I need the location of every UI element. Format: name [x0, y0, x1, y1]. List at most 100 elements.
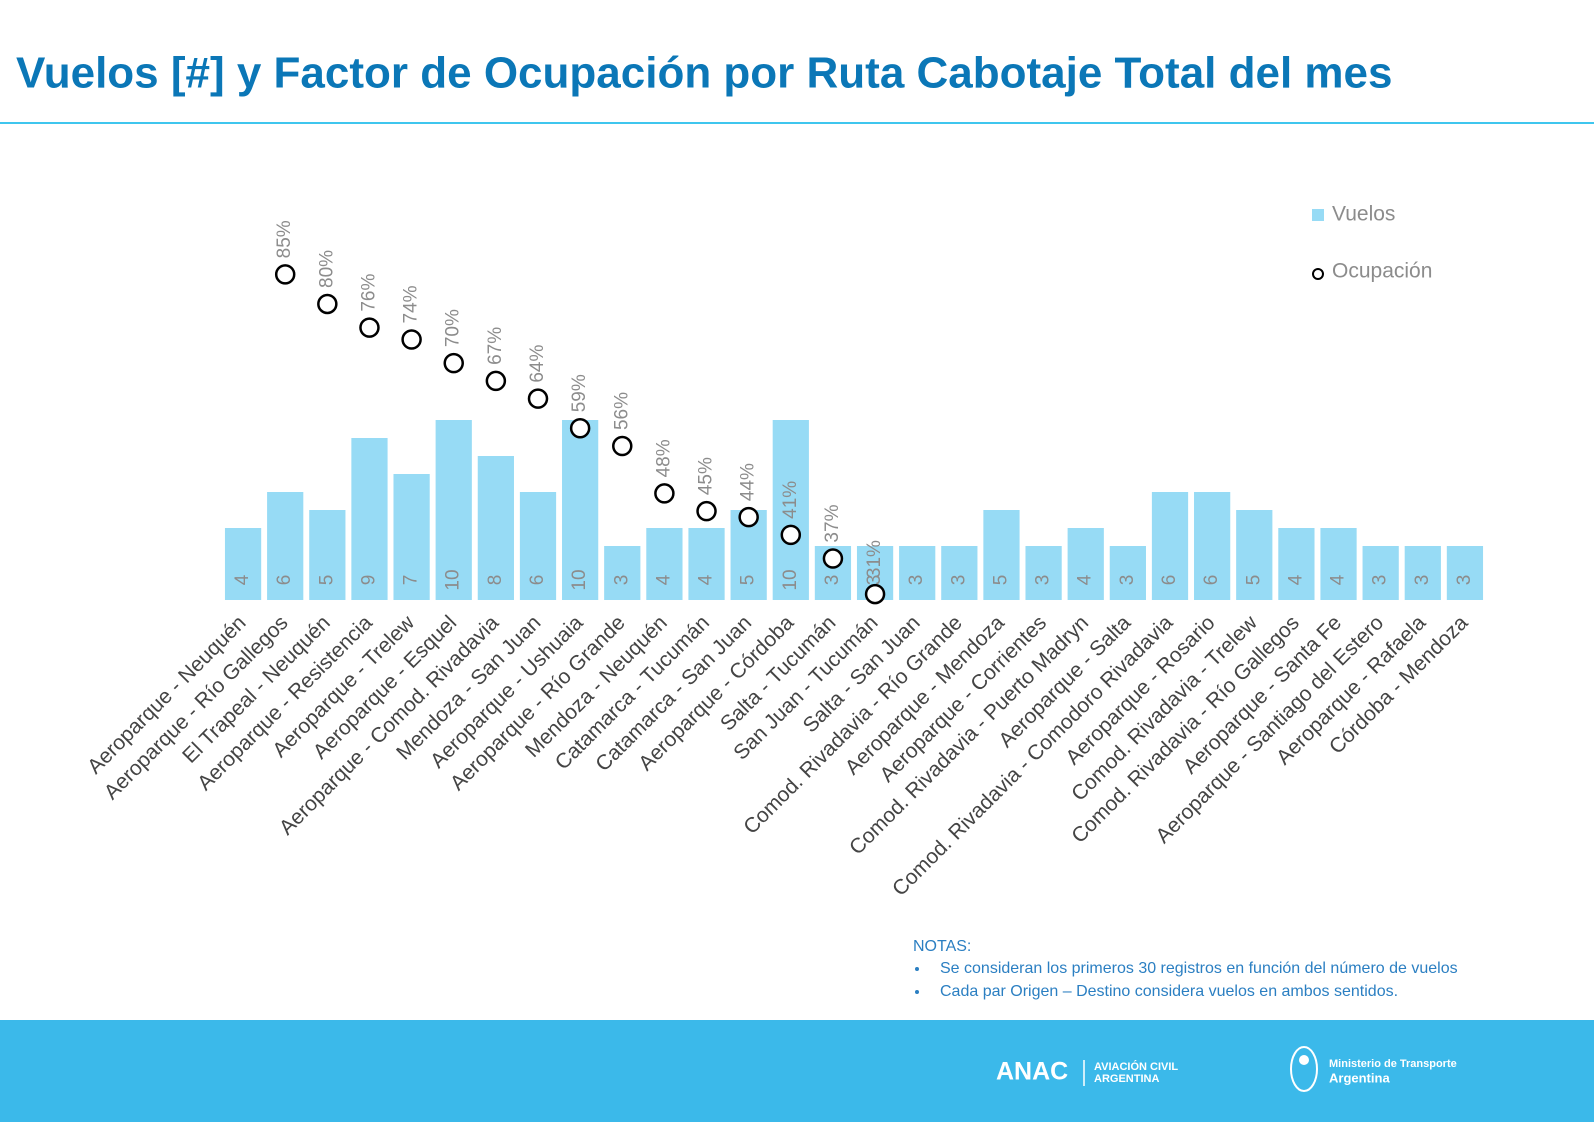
bar: [899, 546, 936, 600]
bar-label: 8: [485, 575, 506, 586]
bar: [1025, 546, 1062, 600]
bar: [1151, 492, 1189, 600]
point-label: 59%: [569, 374, 590, 412]
bar-label: 4: [696, 574, 717, 585]
point-label: 41%: [780, 481, 801, 519]
chart-title: Vuelos [#] y Factor de Ocupación por Rut…: [16, 49, 1392, 98]
bar-label: 3: [1370, 575, 1391, 586]
bar-label: 3: [1454, 575, 1475, 586]
bar: [688, 528, 725, 600]
point-label: 56%: [611, 392, 632, 430]
point-label: 44%: [738, 463, 759, 501]
bar-label: 4: [232, 574, 253, 585]
bar-label: 3: [1412, 575, 1433, 586]
bar-label: 5: [1243, 575, 1264, 586]
bar-label: 4: [653, 574, 674, 585]
emblem: [1290, 1046, 1318, 1092]
bar-label: 4: [1328, 574, 1349, 585]
point: [864, 583, 886, 605]
point-label: 76%: [358, 273, 379, 311]
legend-swatch: [1312, 209, 1324, 221]
point: [274, 264, 296, 285]
point: [359, 317, 380, 338]
footer-text: AVIACIÓN CIVIL: [1094, 1060, 1178, 1073]
point-label: 70%: [443, 309, 464, 347]
bar: [1320, 528, 1357, 600]
bullet: [915, 990, 919, 994]
point: [401, 329, 422, 350]
bar-label: 4: [1075, 574, 1096, 585]
bar: [1278, 528, 1315, 600]
bar-label: 3: [948, 575, 969, 586]
bar-label: 10: [569, 569, 590, 590]
bar-label: 7: [401, 575, 422, 586]
emblem: [1299, 1055, 1309, 1065]
legend-label: Ocupación: [1332, 260, 1432, 283]
point-label: 85%: [274, 220, 295, 258]
point-label: 74%: [401, 285, 422, 323]
bar-label: 3: [1117, 575, 1138, 586]
point: [738, 506, 759, 528]
bar: [519, 492, 557, 600]
point-label: 45%: [696, 457, 717, 495]
bar-label: 6: [1201, 575, 1222, 586]
bar: [604, 546, 641, 600]
bar-label: 6: [527, 575, 548, 586]
point: [317, 293, 338, 315]
legend-label: Vuelos: [1332, 203, 1395, 226]
bar-label: 4: [1285, 574, 1306, 585]
bar: [983, 510, 1020, 600]
point-label: 48%: [653, 439, 674, 477]
point: [822, 548, 844, 569]
bar-label: 5: [738, 575, 759, 586]
bar: [477, 456, 514, 600]
point: [527, 388, 549, 409]
legend-swatch: [1312, 268, 1324, 280]
bar-label: 5: [990, 575, 1011, 586]
footer-text: Argentina: [1329, 1070, 1390, 1085]
point: [654, 483, 675, 504]
bar-label: 9: [358, 575, 379, 586]
point-label: 37%: [822, 504, 843, 542]
bar: [1446, 546, 1484, 600]
bar-label: 3: [906, 575, 927, 586]
bar: [393, 474, 430, 600]
bar: [941, 546, 978, 600]
bar-label: 3: [1033, 575, 1054, 586]
bar: [224, 528, 262, 600]
footer-logo: ANAC: [996, 1058, 1068, 1086]
bar-label: 10: [443, 569, 464, 590]
note: Se consideran los primeros 30 registros …: [940, 960, 1458, 977]
bar-label: 3: [864, 575, 885, 586]
point-label: 67%: [485, 327, 506, 365]
bullet: [915, 967, 919, 971]
point: [696, 500, 717, 522]
note: Cada par Origen – Destino considera vuel…: [940, 983, 1398, 1000]
bar: [1362, 546, 1399, 600]
point: [443, 352, 464, 374]
bar: [562, 420, 599, 600]
bar: [772, 420, 809, 600]
bar-label: 6: [274, 575, 295, 586]
bar: [1236, 510, 1273, 600]
point: [612, 435, 633, 457]
point-label: 80%: [316, 250, 337, 288]
point-label: 31%: [864, 540, 885, 578]
point: [780, 524, 802, 546]
bar: [435, 420, 472, 600]
footer-text: ARGENTINA: [1094, 1073, 1159, 1085]
bar-label: 6: [1159, 575, 1180, 586]
bar: [267, 492, 304, 600]
bar-label: 10: [780, 569, 801, 590]
footer-text: Ministerio de Transporte: [1329, 1058, 1457, 1070]
bar-label: 3: [822, 575, 843, 586]
footer: [0, 1020, 1594, 1122]
bar: [1109, 546, 1146, 600]
bar: [1194, 492, 1231, 600]
bar: [1404, 546, 1441, 600]
bar-label: 3: [611, 575, 632, 586]
bar: [309, 510, 346, 600]
point: [569, 418, 591, 439]
